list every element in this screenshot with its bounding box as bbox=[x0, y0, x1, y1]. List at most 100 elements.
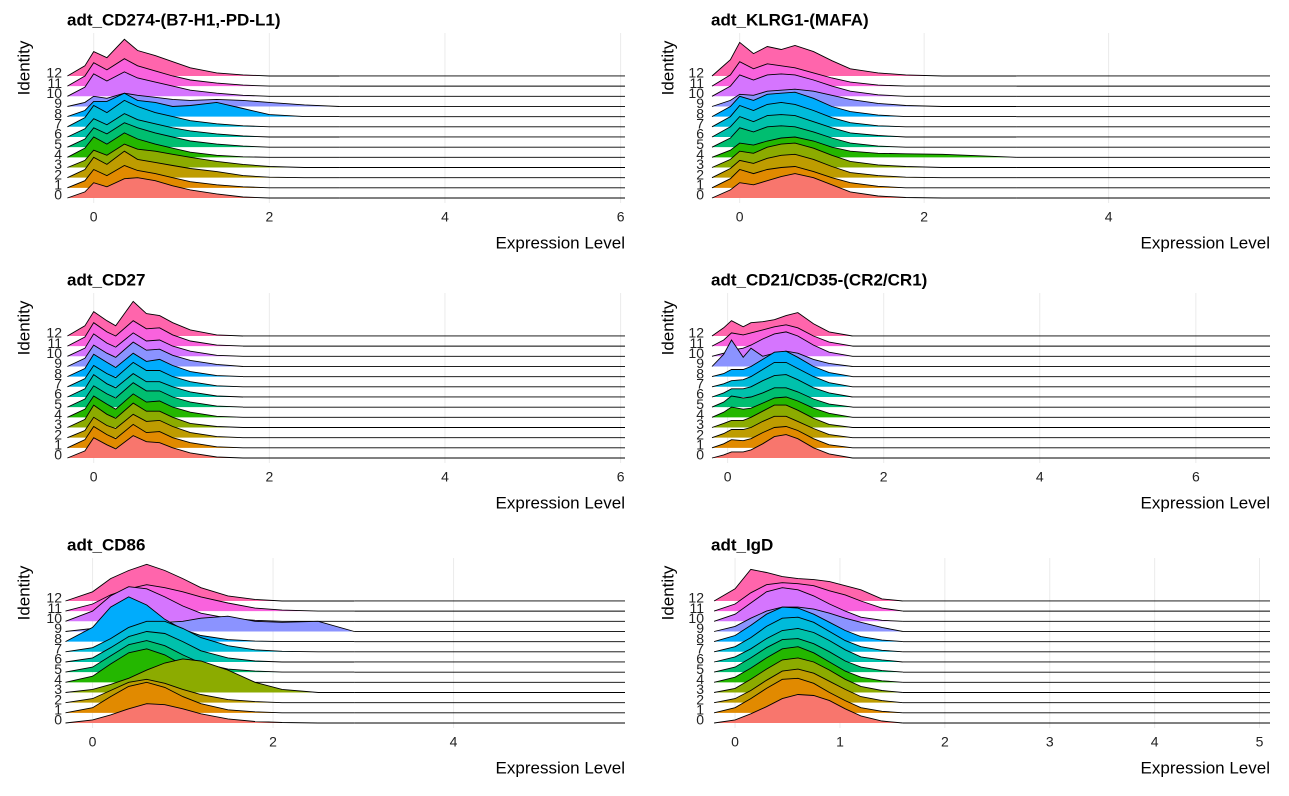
y-tick-label: 5 bbox=[696, 396, 704, 412]
ridge-area bbox=[65, 682, 355, 713]
ridge-outline bbox=[713, 677, 903, 714]
x-axis-title: Expression Level bbox=[1141, 493, 1270, 512]
y-tick-label: 11 bbox=[47, 75, 62, 91]
ridge-outline bbox=[711, 415, 853, 439]
y-tick-label: 10 bbox=[46, 610, 62, 626]
ridge-area bbox=[67, 373, 244, 397]
y-tick-label: 11 bbox=[689, 600, 704, 616]
y-tick-label: 0 bbox=[696, 447, 704, 463]
ridge-outline bbox=[67, 361, 244, 388]
ridge-area bbox=[67, 393, 244, 418]
y-tick-label: 8 bbox=[696, 105, 704, 121]
ridge-outline bbox=[67, 177, 340, 199]
ridge-outline bbox=[711, 396, 853, 418]
y-tick-label: 12 bbox=[46, 590, 62, 606]
panel-title: adt_CD86 bbox=[67, 535, 145, 554]
ridge-outline bbox=[711, 61, 1017, 87]
y-tick-label: 5 bbox=[54, 136, 62, 152]
x-tick-label: 6 bbox=[617, 469, 625, 485]
ridge-outline bbox=[67, 132, 340, 158]
y-tick-label: 5 bbox=[54, 396, 62, 412]
y-tick-label: 6 bbox=[696, 386, 704, 402]
ridge-outline bbox=[65, 586, 355, 622]
ridge-area bbox=[712, 173, 1017, 198]
ridge-outline bbox=[711, 339, 853, 367]
ridge-outline bbox=[67, 341, 244, 367]
ridge-outline bbox=[67, 332, 244, 357]
ridge-outline bbox=[714, 657, 903, 693]
y-tick-label: 9 bbox=[54, 95, 62, 111]
ridge-outline bbox=[711, 142, 1017, 168]
ridge-area bbox=[67, 403, 244, 428]
y-axis-title: Identity bbox=[14, 565, 33, 620]
y-tick-label: 1 bbox=[54, 177, 62, 193]
y-tick-label: 6 bbox=[696, 126, 704, 142]
ridge-outline bbox=[711, 350, 853, 378]
ridge-outline bbox=[711, 101, 1017, 128]
ridge-outline bbox=[67, 352, 244, 378]
ridge-outline bbox=[67, 71, 340, 97]
x-tick-label: 0 bbox=[90, 469, 98, 485]
ridge-area bbox=[67, 320, 244, 347]
ridge-area bbox=[67, 382, 244, 408]
y-tick-label: 0 bbox=[54, 712, 62, 728]
x-axis-title: Expression Level bbox=[496, 758, 625, 777]
y-tick-label: 1 bbox=[696, 437, 704, 453]
ridge-area bbox=[65, 703, 355, 723]
y-tick-label: 1 bbox=[54, 437, 62, 453]
y-tick-label: 12 bbox=[46, 325, 62, 341]
y-tick-label: 4 bbox=[696, 146, 704, 162]
y-tick-label: 0 bbox=[54, 187, 62, 203]
x-tick-label: 0 bbox=[731, 734, 739, 750]
ridge-area bbox=[712, 374, 853, 397]
y-tick-label: 6 bbox=[54, 386, 62, 402]
ridge-outline bbox=[713, 568, 903, 602]
ridge-area bbox=[712, 331, 853, 357]
x-tick-label: 0 bbox=[736, 209, 744, 225]
y-tick-label: 3 bbox=[696, 681, 704, 697]
y-tick-label: 4 bbox=[54, 671, 62, 687]
y-tick-label: 2 bbox=[54, 166, 62, 182]
y-tick-label: 8 bbox=[54, 630, 62, 646]
y-tick-label: 2 bbox=[696, 691, 704, 707]
ridge-outline bbox=[67, 300, 244, 337]
ridge-outline bbox=[67, 435, 244, 459]
y-tick-label: 7 bbox=[54, 116, 62, 132]
y-axis-title: Identity bbox=[658, 300, 677, 355]
panel-title: adt_CD21/CD35-(CR2/CR1) bbox=[711, 270, 927, 289]
ridge-outline bbox=[65, 681, 355, 714]
ridge-outline bbox=[65, 563, 355, 602]
y-tick-label: 0 bbox=[696, 712, 704, 728]
y-tick-label: 7 bbox=[54, 641, 62, 657]
ridge-outline bbox=[67, 165, 340, 189]
ridge-outline bbox=[711, 387, 853, 408]
ridge-outline bbox=[713, 587, 903, 622]
ridge-outline bbox=[711, 173, 1017, 199]
ridge-area bbox=[67, 342, 244, 367]
ridge-outline bbox=[67, 393, 244, 418]
x-tick-label: 2 bbox=[269, 734, 277, 750]
ridge-outline bbox=[711, 91, 1017, 118]
y-tick-label: 1 bbox=[54, 702, 62, 718]
ridge-outline bbox=[65, 703, 355, 724]
y-tick-label: 10 bbox=[688, 610, 704, 626]
x-tick-label: 4 bbox=[450, 734, 458, 750]
y-tick-label: 11 bbox=[47, 335, 62, 351]
y-tick-label: 7 bbox=[696, 641, 704, 657]
ridge-outline bbox=[67, 99, 340, 128]
x-tick-label: 4 bbox=[1105, 209, 1113, 225]
x-axis-title: Expression Level bbox=[1141, 758, 1270, 777]
y-tick-label: 12 bbox=[688, 325, 704, 341]
ridge-area bbox=[714, 587, 903, 622]
x-tick-label: 0 bbox=[724, 469, 732, 485]
y-tick-label: 8 bbox=[696, 365, 704, 381]
y-tick-label: 12 bbox=[688, 590, 704, 606]
y-tick-label: 12 bbox=[688, 65, 704, 81]
y-tick-label: 9 bbox=[54, 355, 62, 371]
x-tick-label: 0 bbox=[89, 734, 97, 750]
ridge-outline bbox=[67, 113, 340, 138]
y-axis-title: Identity bbox=[658, 40, 677, 95]
x-tick-label: 1 bbox=[836, 734, 844, 750]
